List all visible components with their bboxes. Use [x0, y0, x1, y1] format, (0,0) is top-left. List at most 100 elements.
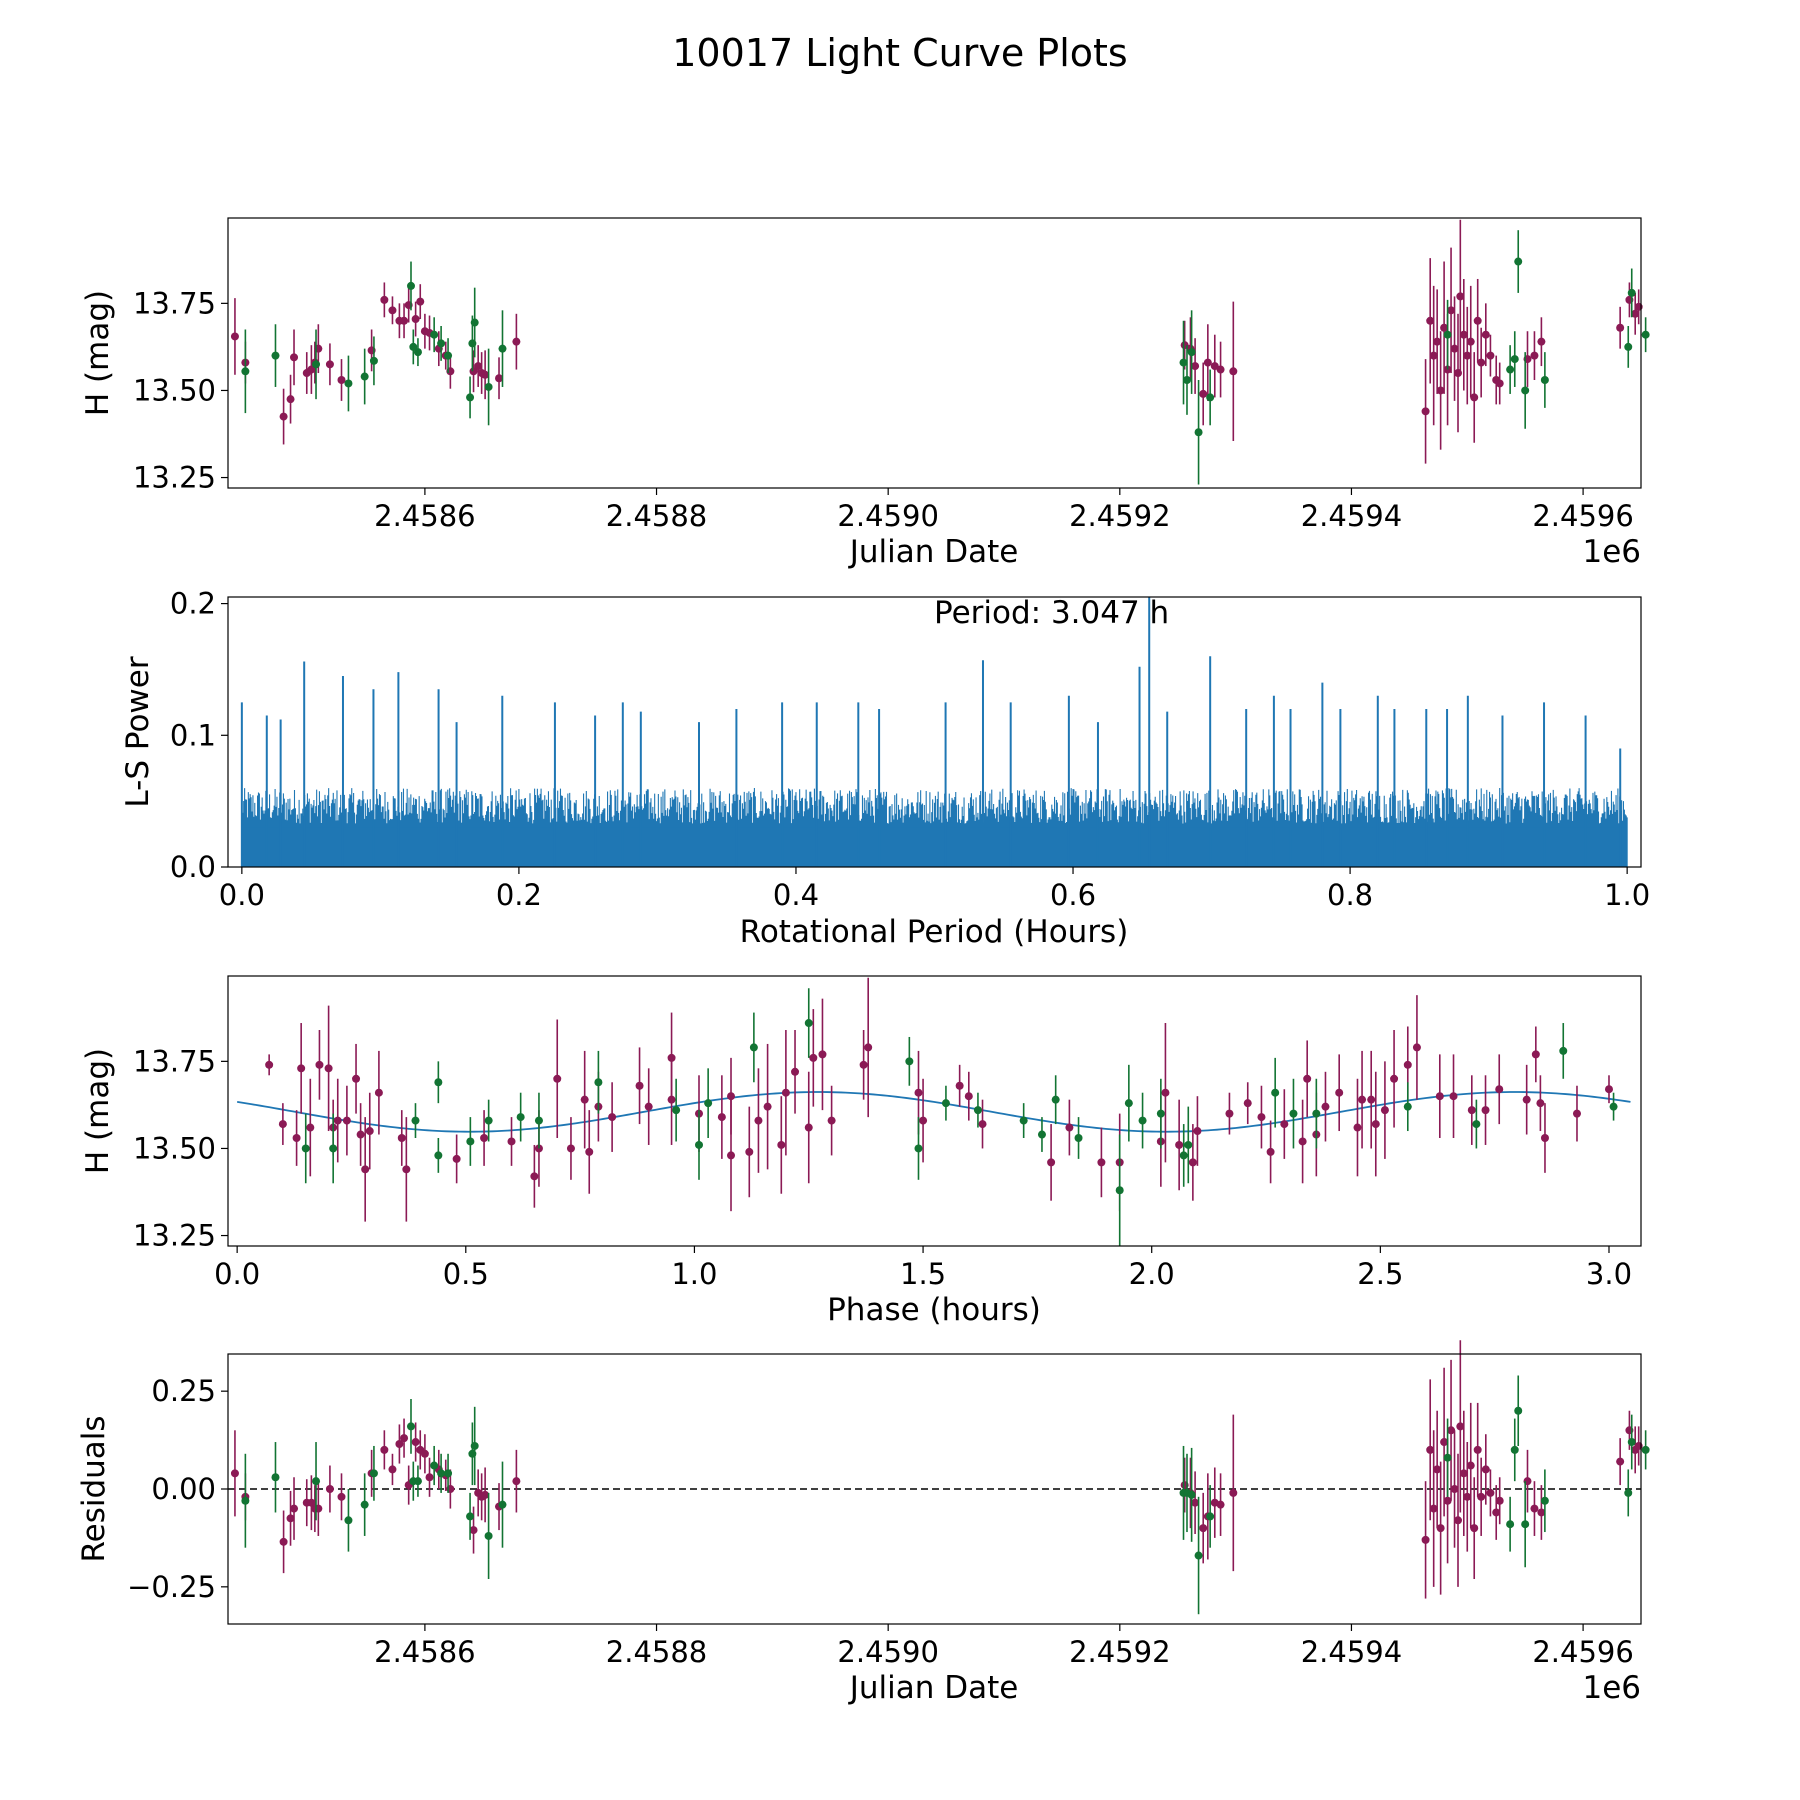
- x-tick-label: 2.4590: [837, 1635, 938, 1669]
- data-point: [1631, 309, 1640, 318]
- data-point: [484, 1116, 493, 1125]
- data-point: [1473, 1445, 1482, 1454]
- y-tick-label: 0.1: [170, 718, 216, 752]
- y-tick-label: 13.25: [133, 461, 216, 495]
- data-point: [1206, 1512, 1215, 1521]
- data-point: [791, 1067, 800, 1076]
- data-point: [297, 1064, 306, 1073]
- data-point: [337, 376, 346, 384]
- data-point: [507, 1137, 516, 1146]
- data-point: [290, 1504, 299, 1513]
- data-point: [406, 1422, 415, 1431]
- data-point: [1184, 1140, 1193, 1149]
- data-point: [1182, 376, 1191, 384]
- data-point: [1179, 358, 1188, 367]
- data-point: [1456, 292, 1465, 301]
- data-point: [1358, 1095, 1367, 1104]
- data-point: [1280, 1120, 1289, 1129]
- data-point: [1530, 351, 1539, 360]
- data-point: [864, 1043, 873, 1052]
- x-tick-label: 2.4596: [1532, 1635, 1633, 1669]
- data-point: [1537, 337, 1546, 346]
- data-point: [1229, 367, 1238, 376]
- data-point: [1229, 1488, 1238, 1497]
- data-point: [1481, 330, 1490, 339]
- data-point: [329, 1144, 338, 1153]
- data-point: [360, 1500, 369, 1509]
- data-point: [388, 1465, 397, 1474]
- data-point: [1447, 306, 1456, 315]
- light-curve-x-offset: 1e6: [1582, 534, 1641, 570]
- light-curve-marks: [230, 219, 1650, 485]
- data-point: [470, 1441, 479, 1450]
- data-point: [1477, 1492, 1486, 1501]
- data-point: [1616, 1457, 1625, 1466]
- residuals-ylabel: Residuals: [76, 1415, 112, 1562]
- data-point: [325, 360, 334, 369]
- data-point: [306, 1123, 315, 1132]
- y-tick-label: 13.50: [133, 373, 216, 407]
- data-point: [286, 395, 295, 404]
- x-tick-label: 2.4588: [606, 1635, 707, 1669]
- x-tick-label: 2.4592: [1069, 499, 1170, 533]
- data-point: [1572, 1109, 1581, 1118]
- data-point: [973, 1106, 982, 1115]
- data-point: [1179, 1151, 1188, 1160]
- data-point: [1436, 1524, 1445, 1533]
- data-point: [818, 1050, 827, 1059]
- data-point: [534, 1116, 543, 1125]
- data-point: [1530, 1504, 1539, 1513]
- data-point: [1426, 316, 1435, 325]
- data-point: [333, 1116, 342, 1125]
- y-tick-label: 13.75: [133, 286, 216, 320]
- x-tick-label: 1.5: [900, 1257, 946, 1291]
- sinusoid-fit-line: [237, 1091, 1631, 1133]
- data-point: [307, 1498, 316, 1507]
- data-point: [827, 1116, 836, 1125]
- data-point: [1161, 1088, 1170, 1097]
- data-point: [804, 1123, 813, 1132]
- data-point: [704, 1099, 713, 1108]
- residuals-xlabel: Julian Date: [848, 1670, 1019, 1706]
- data-point: [781, 1088, 790, 1097]
- periodogram-noise-floor: [241, 827, 1628, 867]
- data-point: [466, 1512, 475, 1521]
- data-point: [1510, 355, 1519, 364]
- data-point: [324, 1064, 333, 1073]
- data-point: [727, 1092, 736, 1101]
- data-point: [360, 372, 369, 381]
- data-point: [484, 382, 493, 391]
- data-point: [411, 315, 420, 324]
- data-point: [1187, 348, 1196, 357]
- data-point: [286, 1514, 295, 1523]
- data-point: [241, 1496, 250, 1505]
- data-point: [279, 412, 288, 421]
- data-point: [919, 1116, 928, 1125]
- data-point: [374, 1088, 383, 1097]
- data-point: [474, 362, 483, 371]
- x-tick-label: 2.0: [1129, 1257, 1175, 1291]
- data-point: [1298, 1137, 1307, 1146]
- data-point: [1641, 1445, 1650, 1454]
- data-point: [1447, 1426, 1456, 1435]
- data-point: [1495, 1496, 1504, 1505]
- data-point: [594, 1078, 603, 1087]
- data-point: [470, 318, 479, 327]
- x-tick-label: 0.6: [1050, 878, 1096, 912]
- data-point: [1481, 1465, 1490, 1474]
- light-curve-frame: [227, 217, 1642, 489]
- data-point: [1421, 407, 1430, 416]
- data-point: [1390, 1074, 1399, 1083]
- data-point: [512, 337, 521, 346]
- data-point: [941, 1099, 950, 1108]
- data-point: [1466, 337, 1475, 346]
- data-point: [1216, 365, 1225, 374]
- data-point: [1194, 428, 1203, 437]
- data-point: [763, 1102, 772, 1111]
- data-point: [466, 393, 475, 402]
- data-point: [356, 1130, 365, 1139]
- data-point: [1624, 342, 1633, 351]
- data-point: [1531, 1050, 1540, 1059]
- data-point: [1472, 1120, 1481, 1129]
- y-tick-label: 0.25: [151, 1374, 216, 1408]
